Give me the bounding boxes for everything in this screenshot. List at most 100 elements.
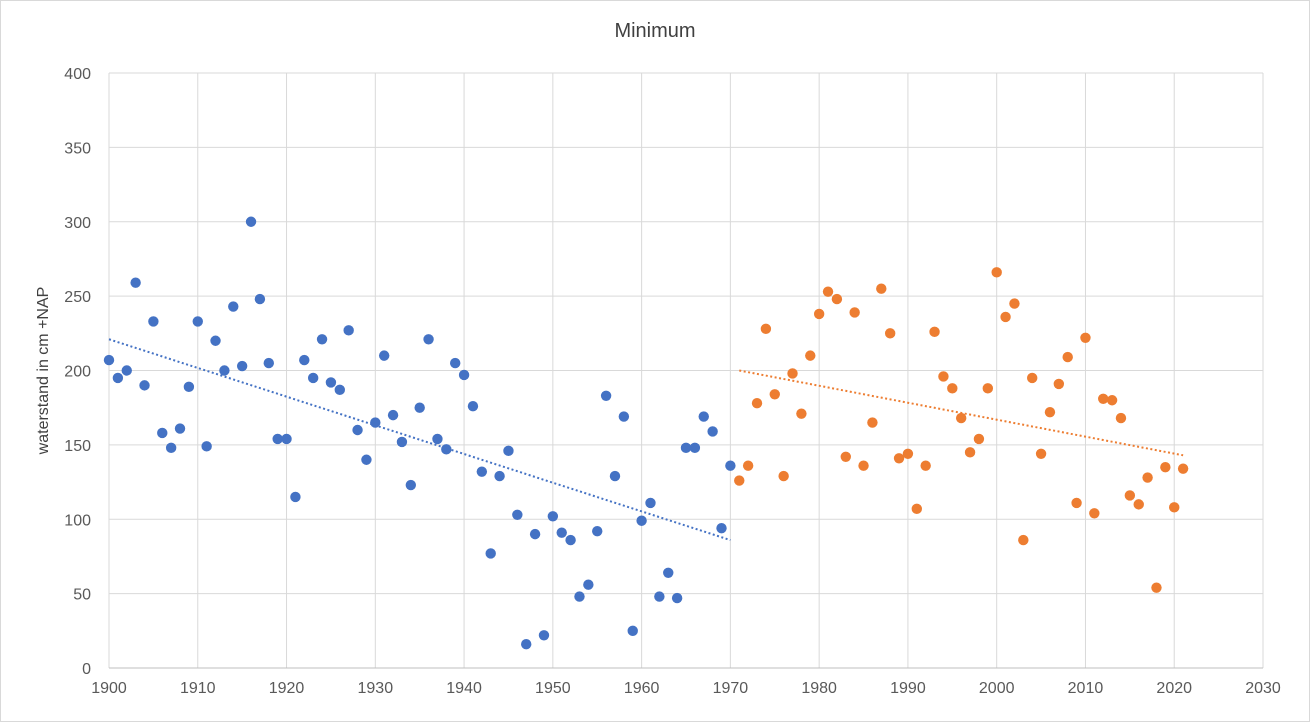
- data-point: [627, 625, 638, 637]
- data-point: [947, 383, 958, 394]
- x-tick-label: 1960: [624, 680, 660, 697]
- data-point: [964, 447, 976, 458]
- trendline-1: [108, 338, 731, 542]
- data-point: [361, 454, 372, 465]
- x-tick-label: 1920: [269, 680, 305, 697]
- data-point: [290, 491, 301, 503]
- y-tick-label: 100: [64, 512, 91, 529]
- data-point: [973, 433, 985, 445]
- data-point: [1151, 582, 1162, 593]
- data-point: [600, 390, 612, 401]
- data-point: [1169, 502, 1180, 513]
- data-point: [609, 470, 621, 482]
- chart-title: Minimum: [614, 20, 696, 42]
- data-point: [272, 433, 283, 445]
- data-point: [450, 357, 461, 369]
- data-point: [1035, 448, 1047, 459]
- data-point: [1000, 311, 1011, 323]
- data-point: [920, 460, 931, 471]
- data-point: [778, 470, 789, 482]
- data-point: [299, 354, 310, 366]
- data-point: [751, 398, 763, 409]
- x-tick-label: 1980: [801, 680, 837, 697]
- data-point: [1160, 461, 1171, 473]
- y-tick-label: 250: [64, 289, 91, 306]
- data-point: [334, 384, 345, 396]
- y-tick-label: 150: [64, 438, 91, 455]
- x-tick-label: 1970: [713, 680, 749, 697]
- trendline-2: [739, 369, 1184, 457]
- data-point: [787, 368, 798, 379]
- data-point: [130, 277, 141, 288]
- data-point: [583, 579, 594, 590]
- data-point: [1027, 372, 1038, 384]
- data-point: [396, 436, 408, 448]
- data-point: [1009, 298, 1020, 309]
- data-point: [263, 357, 274, 369]
- data-point: [458, 369, 470, 381]
- data-point: [378, 350, 390, 361]
- data-point: [192, 316, 203, 327]
- data-point: [796, 408, 807, 419]
- data-point: [1089, 508, 1100, 519]
- data-point: [121, 365, 132, 376]
- data-point: [157, 427, 168, 439]
- data-point: [574, 591, 585, 602]
- data-point: [645, 497, 656, 509]
- data-point: [281, 433, 292, 445]
- data-point: [538, 630, 550, 641]
- data-point: [760, 323, 772, 335]
- data-point: [529, 528, 541, 540]
- data-point: [103, 354, 115, 366]
- data-point: [831, 293, 843, 305]
- grid-lines: [108, 72, 1264, 668]
- data-point: [494, 470, 505, 482]
- data-point: [370, 417, 381, 428]
- y-tick-label: 50: [73, 587, 91, 604]
- data-point: [1133, 499, 1144, 510]
- data-point: [991, 267, 1002, 278]
- data-point: [148, 316, 159, 327]
- data-point: [210, 335, 221, 346]
- x-tick-label: 1900: [91, 680, 127, 697]
- data-point: [636, 515, 647, 526]
- data-point: [112, 372, 124, 384]
- data-point: [432, 433, 443, 445]
- data-point: [1080, 332, 1091, 343]
- x-axis-ticks: 1900 1910 1920 1930 1940 1950 1960 1970 1980 1990…: [91, 680, 1281, 697]
- data-point: [236, 360, 248, 372]
- y-tick-label: 300: [64, 215, 91, 232]
- data-point: [911, 503, 922, 515]
- data-point: [352, 424, 363, 436]
- y-axis-title: waterstand in cm +NAP: [35, 287, 52, 456]
- y-tick-label: 400: [64, 66, 91, 83]
- data-point: [405, 479, 417, 491]
- data-point: [955, 412, 967, 424]
- data-point: [822, 286, 834, 297]
- data-point: [1044, 406, 1056, 418]
- data-point: [521, 639, 532, 650]
- data-point: [414, 402, 425, 413]
- data-point: [201, 441, 212, 452]
- x-tick-label: 2030: [1245, 680, 1281, 697]
- data-point: [1124, 490, 1136, 501]
- data-point: [867, 417, 878, 428]
- data-point: [441, 444, 452, 455]
- x-tick-label: 2000: [979, 680, 1015, 697]
- data-point: [325, 377, 337, 388]
- data-point: [423, 334, 434, 345]
- data-point: [849, 307, 860, 318]
- data-point: [858, 460, 869, 471]
- data-point: [1115, 412, 1127, 424]
- data-point: [938, 371, 949, 382]
- data-point: [725, 460, 736, 471]
- data-point: [565, 534, 576, 546]
- data-point: [840, 451, 851, 462]
- trendlines: [108, 338, 1184, 542]
- data-point: [805, 350, 816, 361]
- data-point: [1142, 472, 1153, 483]
- x-tick-label: 1940: [446, 680, 482, 697]
- data-point: [174, 423, 186, 434]
- data-point: [476, 466, 488, 477]
- x-tick-label: 1910: [180, 680, 216, 697]
